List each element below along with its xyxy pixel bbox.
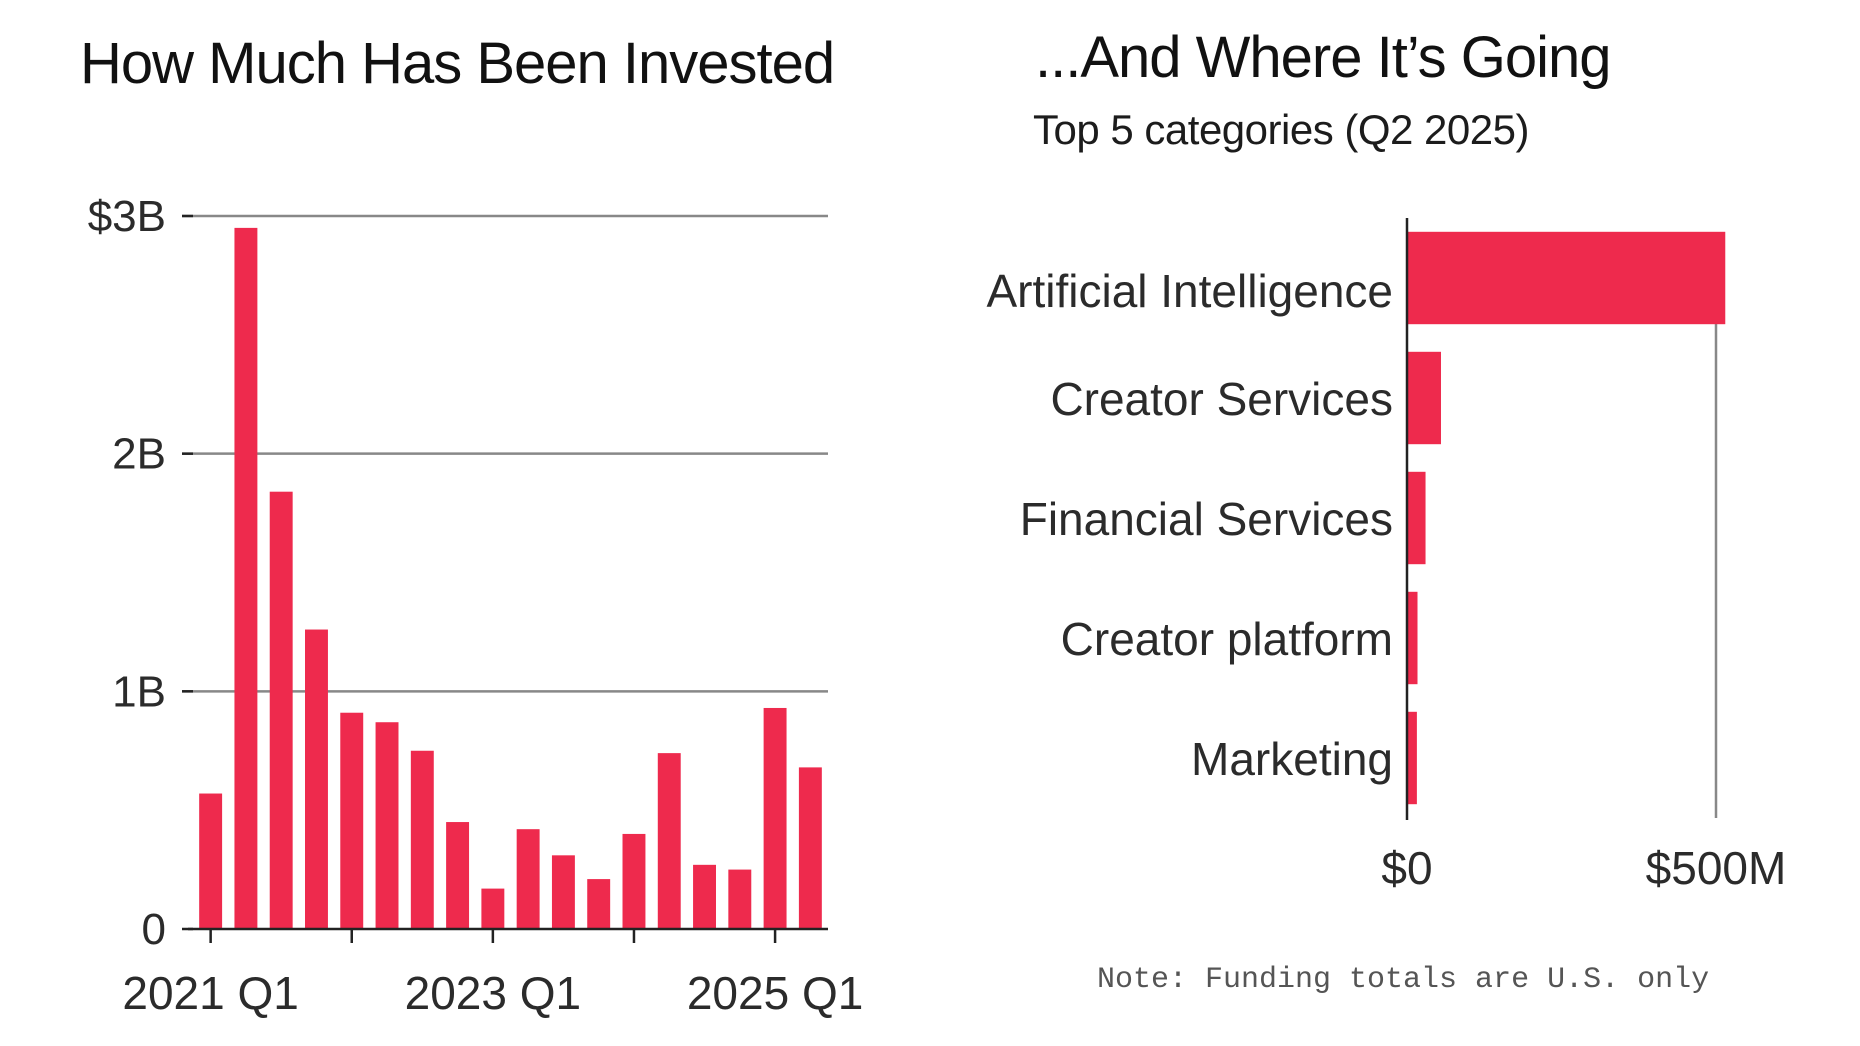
right-bar xyxy=(1407,231,1726,325)
footnote: Note: Funding totals are U.S. only xyxy=(1097,963,1710,997)
left-chart: 0 1B 2B $3B 2021 Q1 2023 Q1 2025 Q1 xyxy=(88,192,864,1019)
left-bar xyxy=(657,753,681,929)
left-x-tick-label: 2021 Q1 xyxy=(122,967,298,1019)
right-bar xyxy=(1407,351,1441,445)
left-y-tick-label: 0 xyxy=(142,905,166,954)
left-bar xyxy=(340,712,364,929)
left-bar xyxy=(481,888,505,929)
right-category-label: Marketing xyxy=(1191,733,1393,785)
right-category-label: Financial Services xyxy=(1020,493,1393,545)
right-category-label: Artificial Intelligence xyxy=(986,265,1393,317)
left-bar xyxy=(234,227,258,930)
right-chart: Artificial Intelligence Creator Services F… xyxy=(986,218,1786,894)
left-bar xyxy=(375,722,399,929)
right-category-label: Creator Services xyxy=(1050,373,1393,425)
left-bar xyxy=(446,822,470,929)
left-bar xyxy=(410,750,434,929)
left-y-tick-label: $3B xyxy=(88,192,166,241)
right-category-label: Creator platform xyxy=(1061,613,1393,665)
left-x-tick-label: 2023 Q1 xyxy=(405,967,581,1019)
right-chart-subtitle: Top 5 categories (Q2 2025) xyxy=(1033,106,1529,153)
right-bar xyxy=(1407,471,1426,565)
left-bar xyxy=(269,491,293,929)
left-chart-title: How Much Has Been Invested xyxy=(80,31,835,96)
left-y-tick-label: 1B xyxy=(112,667,166,716)
left-bar xyxy=(305,629,328,929)
right-chart-title: ...And Where It’s Going xyxy=(1035,25,1612,90)
left-y-tick-label: 2B xyxy=(112,430,166,479)
left-bar xyxy=(587,879,611,929)
left-bar xyxy=(551,855,575,929)
right-x-tick-label: $0 xyxy=(1381,842,1432,894)
left-bar xyxy=(693,864,716,929)
left-bar xyxy=(516,829,540,929)
left-bar xyxy=(798,767,822,929)
left-bar xyxy=(728,869,752,929)
left-x-tick-label: 2025 Q1 xyxy=(687,967,863,1019)
left-bar xyxy=(199,793,223,929)
right-x-tick-label: $500M xyxy=(1646,842,1787,894)
left-bar xyxy=(622,833,646,929)
right-bar xyxy=(1407,591,1418,685)
right-bar xyxy=(1407,711,1417,805)
left-bar xyxy=(763,707,787,929)
